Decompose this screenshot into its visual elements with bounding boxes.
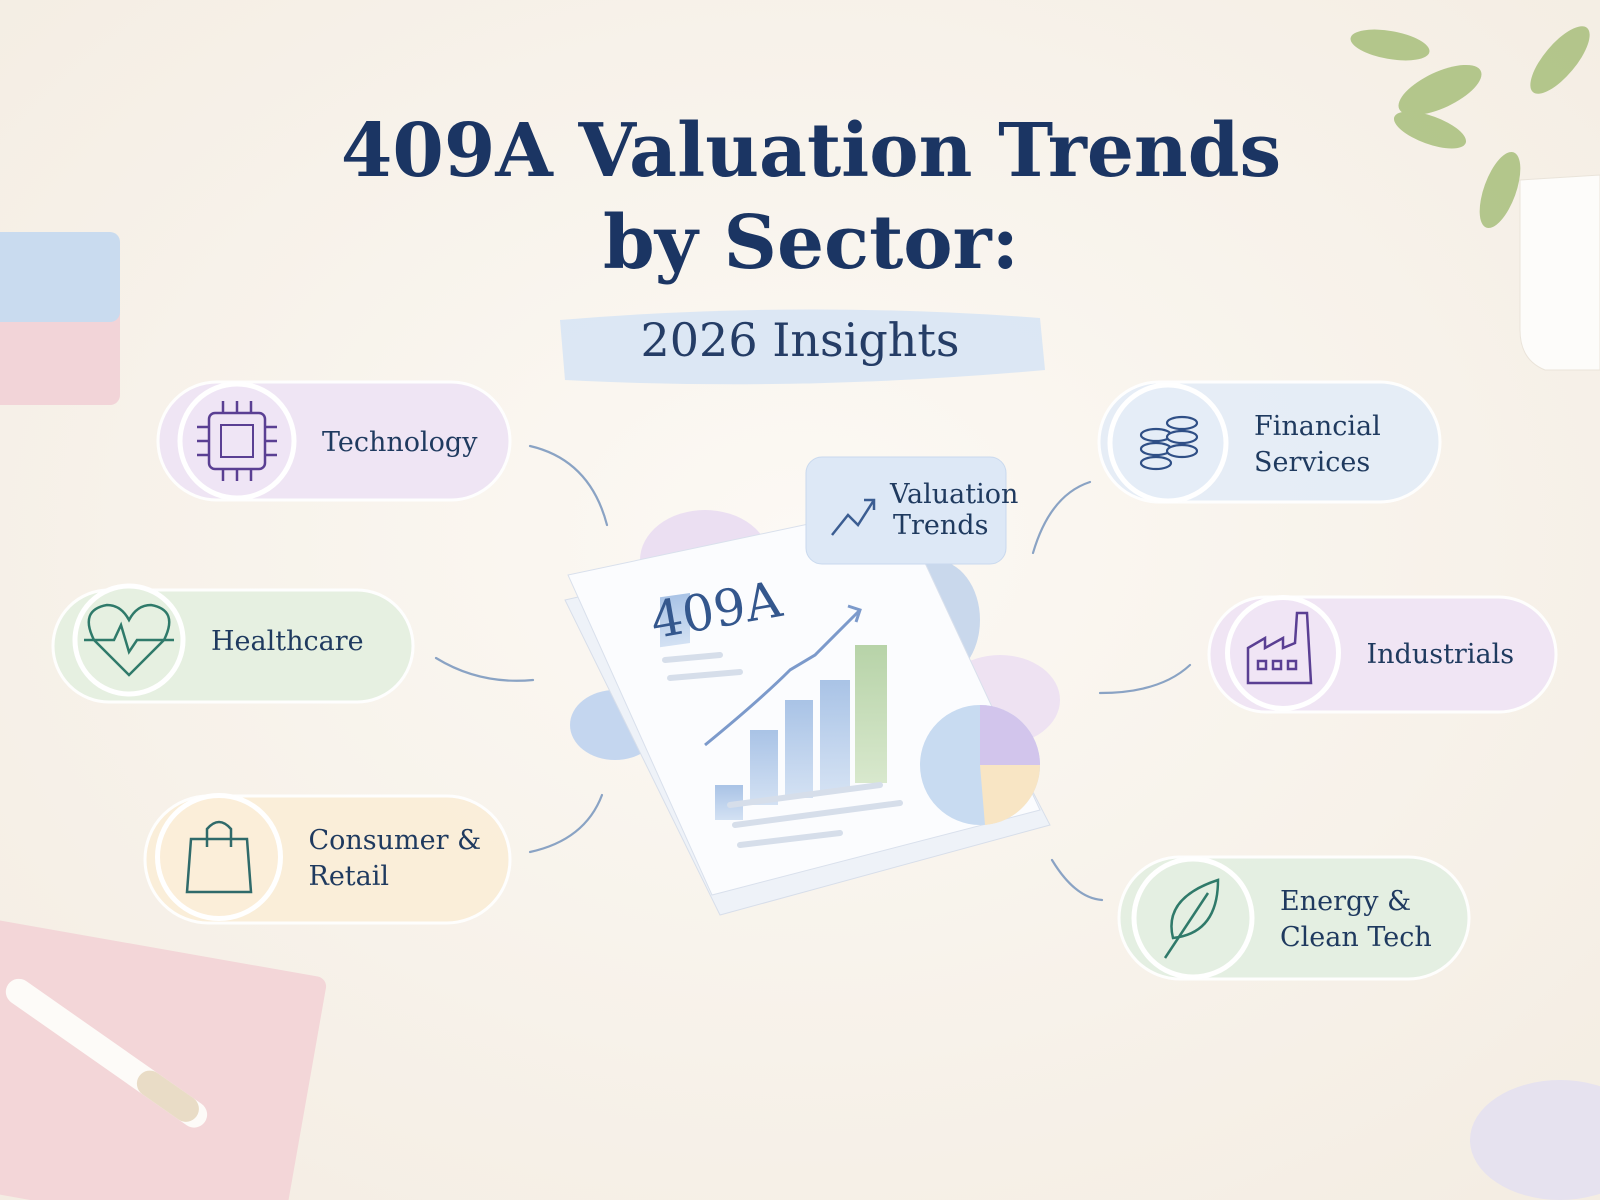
sector-pill: Financial Services [1097, 380, 1442, 504]
sector-label: Healthcare [211, 626, 364, 657]
icon [1139, 455, 1173, 471]
sector-pill: Healthcare [51, 583, 415, 704]
icon [220, 424, 254, 458]
arrow [528, 793, 604, 854]
arrow [1031, 480, 1092, 555]
icon-circle [1107, 382, 1229, 504]
badge-text: Valuation [889, 479, 1018, 510]
icon [185, 837, 253, 894]
subtitle: 2026 Insights [641, 313, 960, 367]
sector-pill: Consumer & Retail [143, 793, 512, 925]
sector-pill: Energy & Clean Tech [1117, 855, 1471, 981]
arrow [528, 444, 609, 527]
arrow [1098, 663, 1192, 695]
connectors [434, 444, 1192, 902]
arrow [434, 656, 535, 682]
icon [1165, 443, 1199, 459]
icon [205, 820, 233, 847]
sector-label: Clean Tech [1280, 922, 1432, 953]
icon [84, 603, 174, 677]
icon-circle [155, 793, 283, 921]
icon [1165, 429, 1199, 445]
sector-label: Services [1254, 447, 1370, 478]
badge: Valuation Trends [805, 456, 1018, 565]
icon [1170, 878, 1220, 940]
sector-label: Retail [309, 861, 390, 892]
icon [1246, 611, 1313, 685]
sector-label: Technology [322, 427, 478, 458]
icon [1165, 415, 1199, 431]
sector-pill: Industrials [1207, 595, 1558, 714]
sector-label: Energy & [1280, 886, 1411, 917]
title-line: by Sector: [603, 200, 1019, 286]
report-illustration: 409A [564, 504, 1060, 916]
icon [1163, 892, 1210, 959]
sector-label: Consumer & [309, 825, 482, 856]
title-line: 409A Valuation Trends [341, 108, 1281, 194]
sector-label: Financial [1254, 411, 1381, 442]
subtitle-brush [560, 309, 1045, 385]
decor-plant [1350, 26, 1600, 1200]
icon-circle [1225, 595, 1341, 711]
icon-circle [72, 583, 186, 697]
decor-notebooks [0, 232, 327, 1200]
sector-label: Industrials [1367, 639, 1515, 670]
badge-text: Trends [893, 510, 988, 541]
sector-list: Technology Healthcare Consumer & Retail Fina… [51, 380, 1558, 981]
icon-circle [1131, 856, 1255, 980]
icon-circle [177, 381, 297, 501]
sector-pill: Technology [156, 380, 512, 502]
arrow [1050, 858, 1104, 902]
